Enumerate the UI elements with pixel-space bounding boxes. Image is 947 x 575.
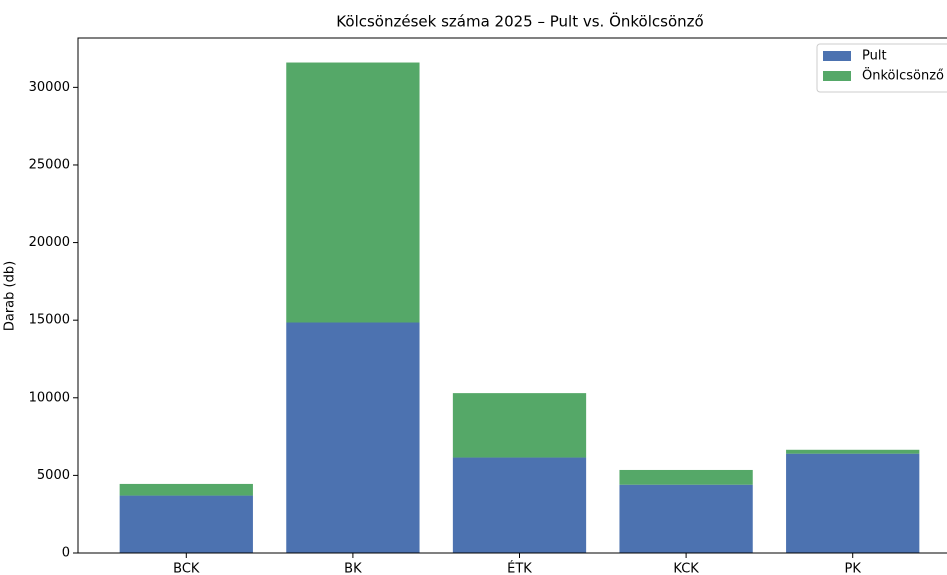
y-tick-label: 0 xyxy=(62,546,70,561)
y-tick-label: 15000 xyxy=(29,313,70,328)
axes-frame xyxy=(77,37,947,554)
bar-segment xyxy=(619,469,753,485)
x-tick-label: PK xyxy=(845,562,862,575)
x-tick-label: ÉTK xyxy=(507,561,532,575)
bar-segment xyxy=(452,393,587,458)
legend-label: Pult xyxy=(862,49,887,64)
legend: Pult Önkölcsönző xyxy=(816,43,947,93)
x-tick-label: KCK xyxy=(673,562,699,575)
y-tick-label: 10000 xyxy=(29,390,70,405)
bar-segment xyxy=(286,62,420,323)
bar-segment xyxy=(786,449,920,454)
bar-segment xyxy=(619,484,753,553)
x-tick-label: BK xyxy=(344,562,362,575)
chart-title: Kölcsönzések száma 2025 – Pult vs. Önköl… xyxy=(336,12,703,31)
y-tick-label: 20000 xyxy=(29,235,70,250)
y-tick-label: 30000 xyxy=(29,80,70,95)
y-tick-label: 5000 xyxy=(37,468,70,483)
bar-segment xyxy=(119,495,253,553)
bar-segment xyxy=(119,483,253,496)
legend-label: Önkölcsönző xyxy=(862,67,944,84)
legend-swatch xyxy=(823,51,851,61)
bar-segment xyxy=(286,322,420,553)
x-tick-label: BCK xyxy=(173,562,200,575)
bar-segment xyxy=(452,457,587,553)
y-axis-label: Darab (db) xyxy=(3,261,18,331)
y-tick-label: 25000 xyxy=(29,157,70,172)
bar-segment xyxy=(786,453,920,553)
legend-swatch xyxy=(823,71,851,81)
